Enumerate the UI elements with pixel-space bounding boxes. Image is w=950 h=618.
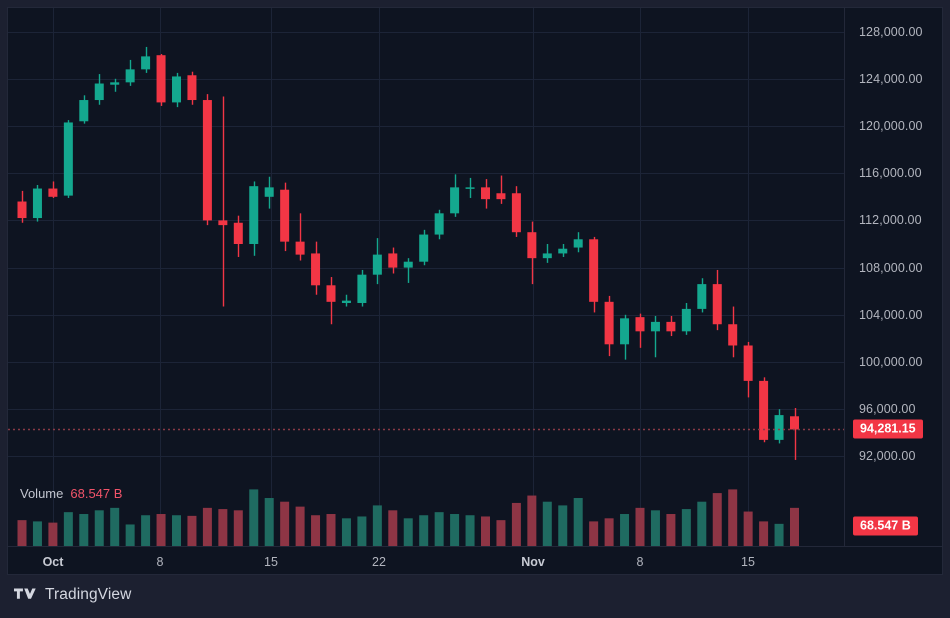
price-axis-label: 104,000.00 [859,307,923,322]
time-axis[interactable]: Oct 8 15 22 Nov 8 15 [8,546,942,574]
time-axis-label: 22 [372,555,386,569]
price-axis[interactable]: 128,000.00 124,000.00 120,000.00 116,000.00… [844,8,942,546]
price-axis-label: 116,000.00 [859,166,922,181]
price-chart-pane[interactable] [8,8,844,480]
price-axis-label: 120,000.00 [859,119,923,133]
last-price-badge[interactable]: 94,281.15 [853,419,923,439]
time-axis-label: 8 [156,555,164,569]
time-axis-label: 15 [264,555,278,569]
price-axis-label: 124,000.00 [859,71,923,86]
price-axis-label: 108,000.00 [859,260,923,275]
time-axis-label: 15 [741,555,755,569]
price-axis-label: 128,000.00 [859,24,923,39]
price-axis-label: 112,000.00 [859,213,922,228]
volume-chart-pane[interactable] [8,480,844,546]
chart-frame: Volume 68.547 B 128,000.00 124,000.00 120,0… [7,7,943,575]
volume-bars-plot [17,480,799,546]
price-axis-label: 92,000.00 [859,449,916,464]
volume-value-badge[interactable]: 68.547 B [853,516,918,536]
tradingview-branding[interactable]: TradingView [14,586,131,604]
time-axis-label: Nov [521,555,545,569]
time-axis-label: 8 [636,555,644,569]
tradingview-wordmark: TradingView [45,586,132,603]
candlestick-plot [8,8,844,480]
price-axis-label: 100,000.00 [859,355,923,369]
price-axis-label: 96,000.00 [859,402,916,417]
time-axis-label: Oct [42,555,64,569]
tradingview-logo-icon [14,587,36,599]
